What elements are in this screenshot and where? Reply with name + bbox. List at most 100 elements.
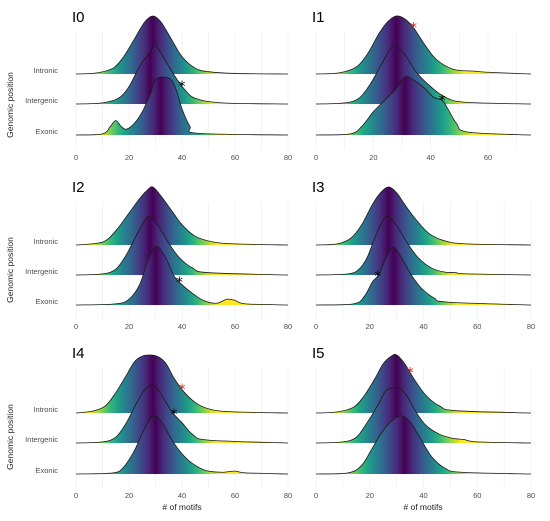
- ridge-line-intronic: [315, 186, 532, 246]
- ridge-area-exonic: [76, 415, 288, 474]
- x-tick-label: 20: [125, 491, 133, 500]
- ridge-line-exonic: [315, 246, 532, 306]
- ridge-area-intergenic: [316, 216, 531, 275]
- x-tick-label: 20: [125, 322, 133, 331]
- x-tick-label: 20: [125, 153, 133, 162]
- x-tick-label: 0: [74, 322, 78, 331]
- ridge-line-intronic: [315, 354, 532, 414]
- significance-asterisk: *: [410, 21, 417, 37]
- ridge-line-intergenic: [315, 386, 532, 444]
- y-category-label: Exonic: [35, 297, 58, 306]
- ridge-area-intergenic: [316, 45, 531, 104]
- x-tick-label: 80: [284, 491, 292, 500]
- ridge-line-exonic: [75, 415, 289, 475]
- ridge-line-intronic: [75, 186, 289, 246]
- ridge-area-intronic: [76, 16, 288, 74]
- x-tick-label: 0: [74, 491, 78, 500]
- x-axis-title-right: # of motifs: [403, 502, 442, 512]
- significance-asterisk: *: [407, 365, 414, 381]
- y-category-label: Intronic: [33, 405, 58, 414]
- panel-title: I5: [312, 345, 325, 362]
- ridge-area-intronic: [316, 354, 531, 413]
- y-category-label: Exonic: [35, 127, 58, 136]
- x-tick-label: 40: [178, 322, 186, 331]
- x-tick-label: 40: [419, 491, 427, 500]
- significance-asterisk: *: [374, 269, 381, 285]
- panel-title: I1: [312, 9, 325, 26]
- panel-I2: I2 0 20 40 60 80 Intronic Intergenic Exonic *: [25, 179, 292, 331]
- x-tick-label: 80: [527, 491, 535, 500]
- ridge-area-intergenic: [76, 384, 288, 443]
- y-axis-title: Genomic position: [5, 72, 15, 138]
- x-tick-label: 80: [527, 322, 535, 331]
- x-tick-label: 40: [178, 153, 186, 162]
- x-tick-label: 20: [369, 153, 377, 162]
- x-tick-label: 60: [473, 322, 481, 331]
- panel-I0: I0 0 20 40 60 80 Intronic Intergenic Exonic *: [25, 9, 292, 162]
- x-tick-label: 60: [473, 491, 481, 500]
- ridge-area-exonic: [76, 246, 288, 305]
- ridge-area-intergenic: [316, 387, 531, 443]
- panel-title: I0: [72, 9, 85, 26]
- x-tick-label: 60: [231, 322, 239, 331]
- x-tick-label: 80: [284, 322, 292, 331]
- ridge-area-exonic: [316, 415, 531, 474]
- ridge-line-intronic: [75, 15, 289, 75]
- ridge-area-intronic: [76, 354, 288, 413]
- x-tick-label: 40: [419, 322, 427, 331]
- x-tick-label: 20: [366, 322, 374, 331]
- x-tick-label: 80: [284, 153, 292, 162]
- x-tick-label: 40: [178, 491, 186, 500]
- ridge-area-intronic: [76, 186, 288, 245]
- y-category-label: Intergenic: [25, 267, 58, 276]
- ridge-line-exonic: [75, 76, 289, 136]
- y-axis-title: Genomic position: [5, 237, 15, 303]
- x-axis-title-left: # of motifs: [162, 502, 201, 512]
- x-tick-label: 60: [231, 491, 239, 500]
- panel-title: I3: [312, 179, 325, 196]
- y-category-label: Exonic: [35, 466, 58, 475]
- panel-title: I4: [72, 345, 85, 362]
- ridge-line-intergenic: [75, 216, 289, 276]
- significance-asterisk: *: [179, 382, 186, 398]
- ridge-area-intronic: [316, 187, 531, 245]
- ridge-area-exonic: [316, 76, 531, 135]
- ridge-line-intronic: [75, 354, 289, 414]
- x-tick-label: 40: [426, 153, 434, 162]
- ridge-area-intronic: [316, 15, 531, 74]
- significance-asterisk: *: [179, 79, 186, 95]
- panel-I4: I4 0 20 40 60 80 Intronic Intergenic Exonic **: [25, 345, 292, 500]
- ridge-area-exonic: [316, 246, 531, 305]
- x-tick-label: 60: [231, 153, 239, 162]
- ridge-area-intergenic: [76, 45, 288, 104]
- ridge-area-intergenic: [76, 216, 288, 275]
- ridge-area-exonic: [76, 77, 288, 135]
- ridge-line-intergenic: [75, 384, 289, 444]
- x-tick-label: 0: [314, 322, 318, 331]
- ridge-line-intergenic: [315, 45, 532, 105]
- ridge-line-exonic: [75, 246, 289, 306]
- x-tick-label: 60: [484, 153, 492, 162]
- panel-I5: I5 0 20 40 60 80 *: [312, 345, 535, 500]
- panel-I1: I1 0 20 40 60 * *: [312, 9, 532, 162]
- y-category-label: Intergenic: [25, 96, 58, 105]
- ridge-line-intergenic: [75, 45, 289, 105]
- ridge-line-intronic: [315, 15, 532, 75]
- x-tick-label: 0: [314, 491, 318, 500]
- x-tick-label: 0: [314, 153, 318, 162]
- panels-group: I0 0 20 40 60 80 Intronic Intergenic Exonic * I1 0 2…: [25, 9, 535, 500]
- x-tick-label: 20: [366, 491, 374, 500]
- x-tick-label: 0: [74, 153, 78, 162]
- panel-I3: I3 0 20 40 60 80 *: [312, 179, 535, 331]
- y-category-label: Intergenic: [25, 435, 58, 444]
- ridge-line-exonic: [315, 415, 532, 475]
- panel-title: I2: [72, 179, 85, 196]
- y-category-label: Intronic: [33, 66, 58, 75]
- significance-asterisk: *: [439, 93, 446, 109]
- y-axis-title: Genomic position: [5, 404, 15, 470]
- y-category-label: Intronic: [33, 237, 58, 246]
- significance-asterisk: *: [176, 275, 183, 291]
- significance-asterisk: *: [171, 407, 178, 423]
- ridge-line-exonic: [315, 76, 532, 136]
